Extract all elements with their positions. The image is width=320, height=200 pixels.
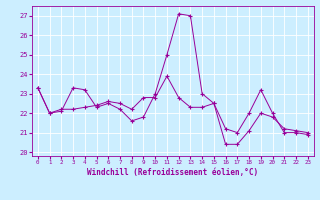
X-axis label: Windchill (Refroidissement éolien,°C): Windchill (Refroidissement éolien,°C) bbox=[87, 168, 258, 177]
